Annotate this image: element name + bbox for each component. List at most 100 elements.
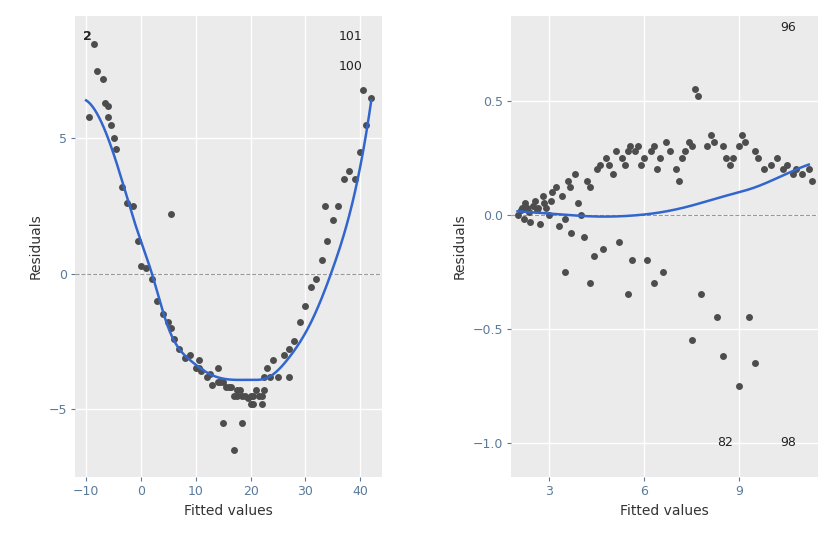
Point [96,75,109,83]
Point [227,391,240,400]
Point [584,279,597,288]
Text: 101: 101 [338,30,362,43]
Point [318,202,331,210]
Point [669,165,682,174]
Point [211,364,225,373]
Point [342,167,356,175]
Point [780,160,793,169]
Point [192,356,205,365]
Point [516,203,529,212]
Point [559,215,572,224]
Point [205,380,219,389]
Point [288,337,301,346]
Point [258,386,271,395]
Point [663,146,676,155]
Point [552,222,565,231]
Point [299,302,312,311]
Point [596,244,610,253]
Point [90,66,104,75]
Point [748,146,762,155]
Point [787,169,800,178]
Point [635,160,648,169]
Point [549,183,562,192]
Point [220,383,233,392]
Point [261,364,274,373]
Point [120,199,134,208]
Point [258,372,271,381]
Point [758,165,772,174]
Point [609,146,622,155]
Point [685,142,698,151]
Point [685,335,698,344]
Point [132,237,145,246]
Point [546,187,559,196]
Point [524,217,537,226]
Text: 100: 100 [338,60,362,73]
Point [200,372,214,381]
Point [622,290,635,299]
Y-axis label: Residuals: Residuals [28,214,43,279]
Point [359,121,372,129]
Point [590,165,604,174]
Point [647,142,660,151]
Point [326,215,340,224]
Point [530,206,544,214]
Point [101,101,114,110]
Point [222,383,235,392]
Point [522,208,535,217]
Point [707,138,721,146]
Point [679,146,692,155]
Point [577,233,590,242]
Point [255,391,268,400]
Point [539,203,553,212]
Point [156,310,170,319]
Point [536,192,549,201]
Point [244,391,257,400]
Point [676,153,689,162]
Point [99,99,112,107]
Point [584,183,597,192]
Point [805,176,818,185]
Text: 96: 96 [781,21,796,34]
Point [348,174,362,183]
Point [216,378,230,386]
Point [164,210,178,219]
Point [277,351,291,359]
Point [748,358,762,367]
Text: 98: 98 [781,436,797,449]
Point [716,352,730,361]
Point [239,391,252,400]
Point [235,418,249,427]
Point [612,238,625,247]
Point [622,146,635,155]
Point [82,112,95,121]
Point [353,147,367,156]
Point [173,345,186,354]
Point [640,256,654,265]
Point [244,399,257,408]
Point [282,372,296,381]
Point [544,197,558,206]
Point [720,153,733,162]
Point [615,153,629,162]
Point [802,165,816,174]
Point [282,345,296,354]
Point [723,160,736,169]
Y-axis label: Residuals: Residuals [453,214,467,279]
Point [543,210,556,219]
Point [310,275,323,283]
Point [195,367,208,375]
Point [250,386,263,395]
Point [520,203,534,212]
Point [235,391,249,400]
Point [619,160,632,169]
Point [519,199,532,208]
Point [527,201,540,210]
Point [732,142,746,151]
Point [559,267,572,276]
Point [561,176,574,185]
Point [650,165,664,174]
Point [606,169,620,178]
Point [316,256,329,265]
Point [647,279,660,288]
